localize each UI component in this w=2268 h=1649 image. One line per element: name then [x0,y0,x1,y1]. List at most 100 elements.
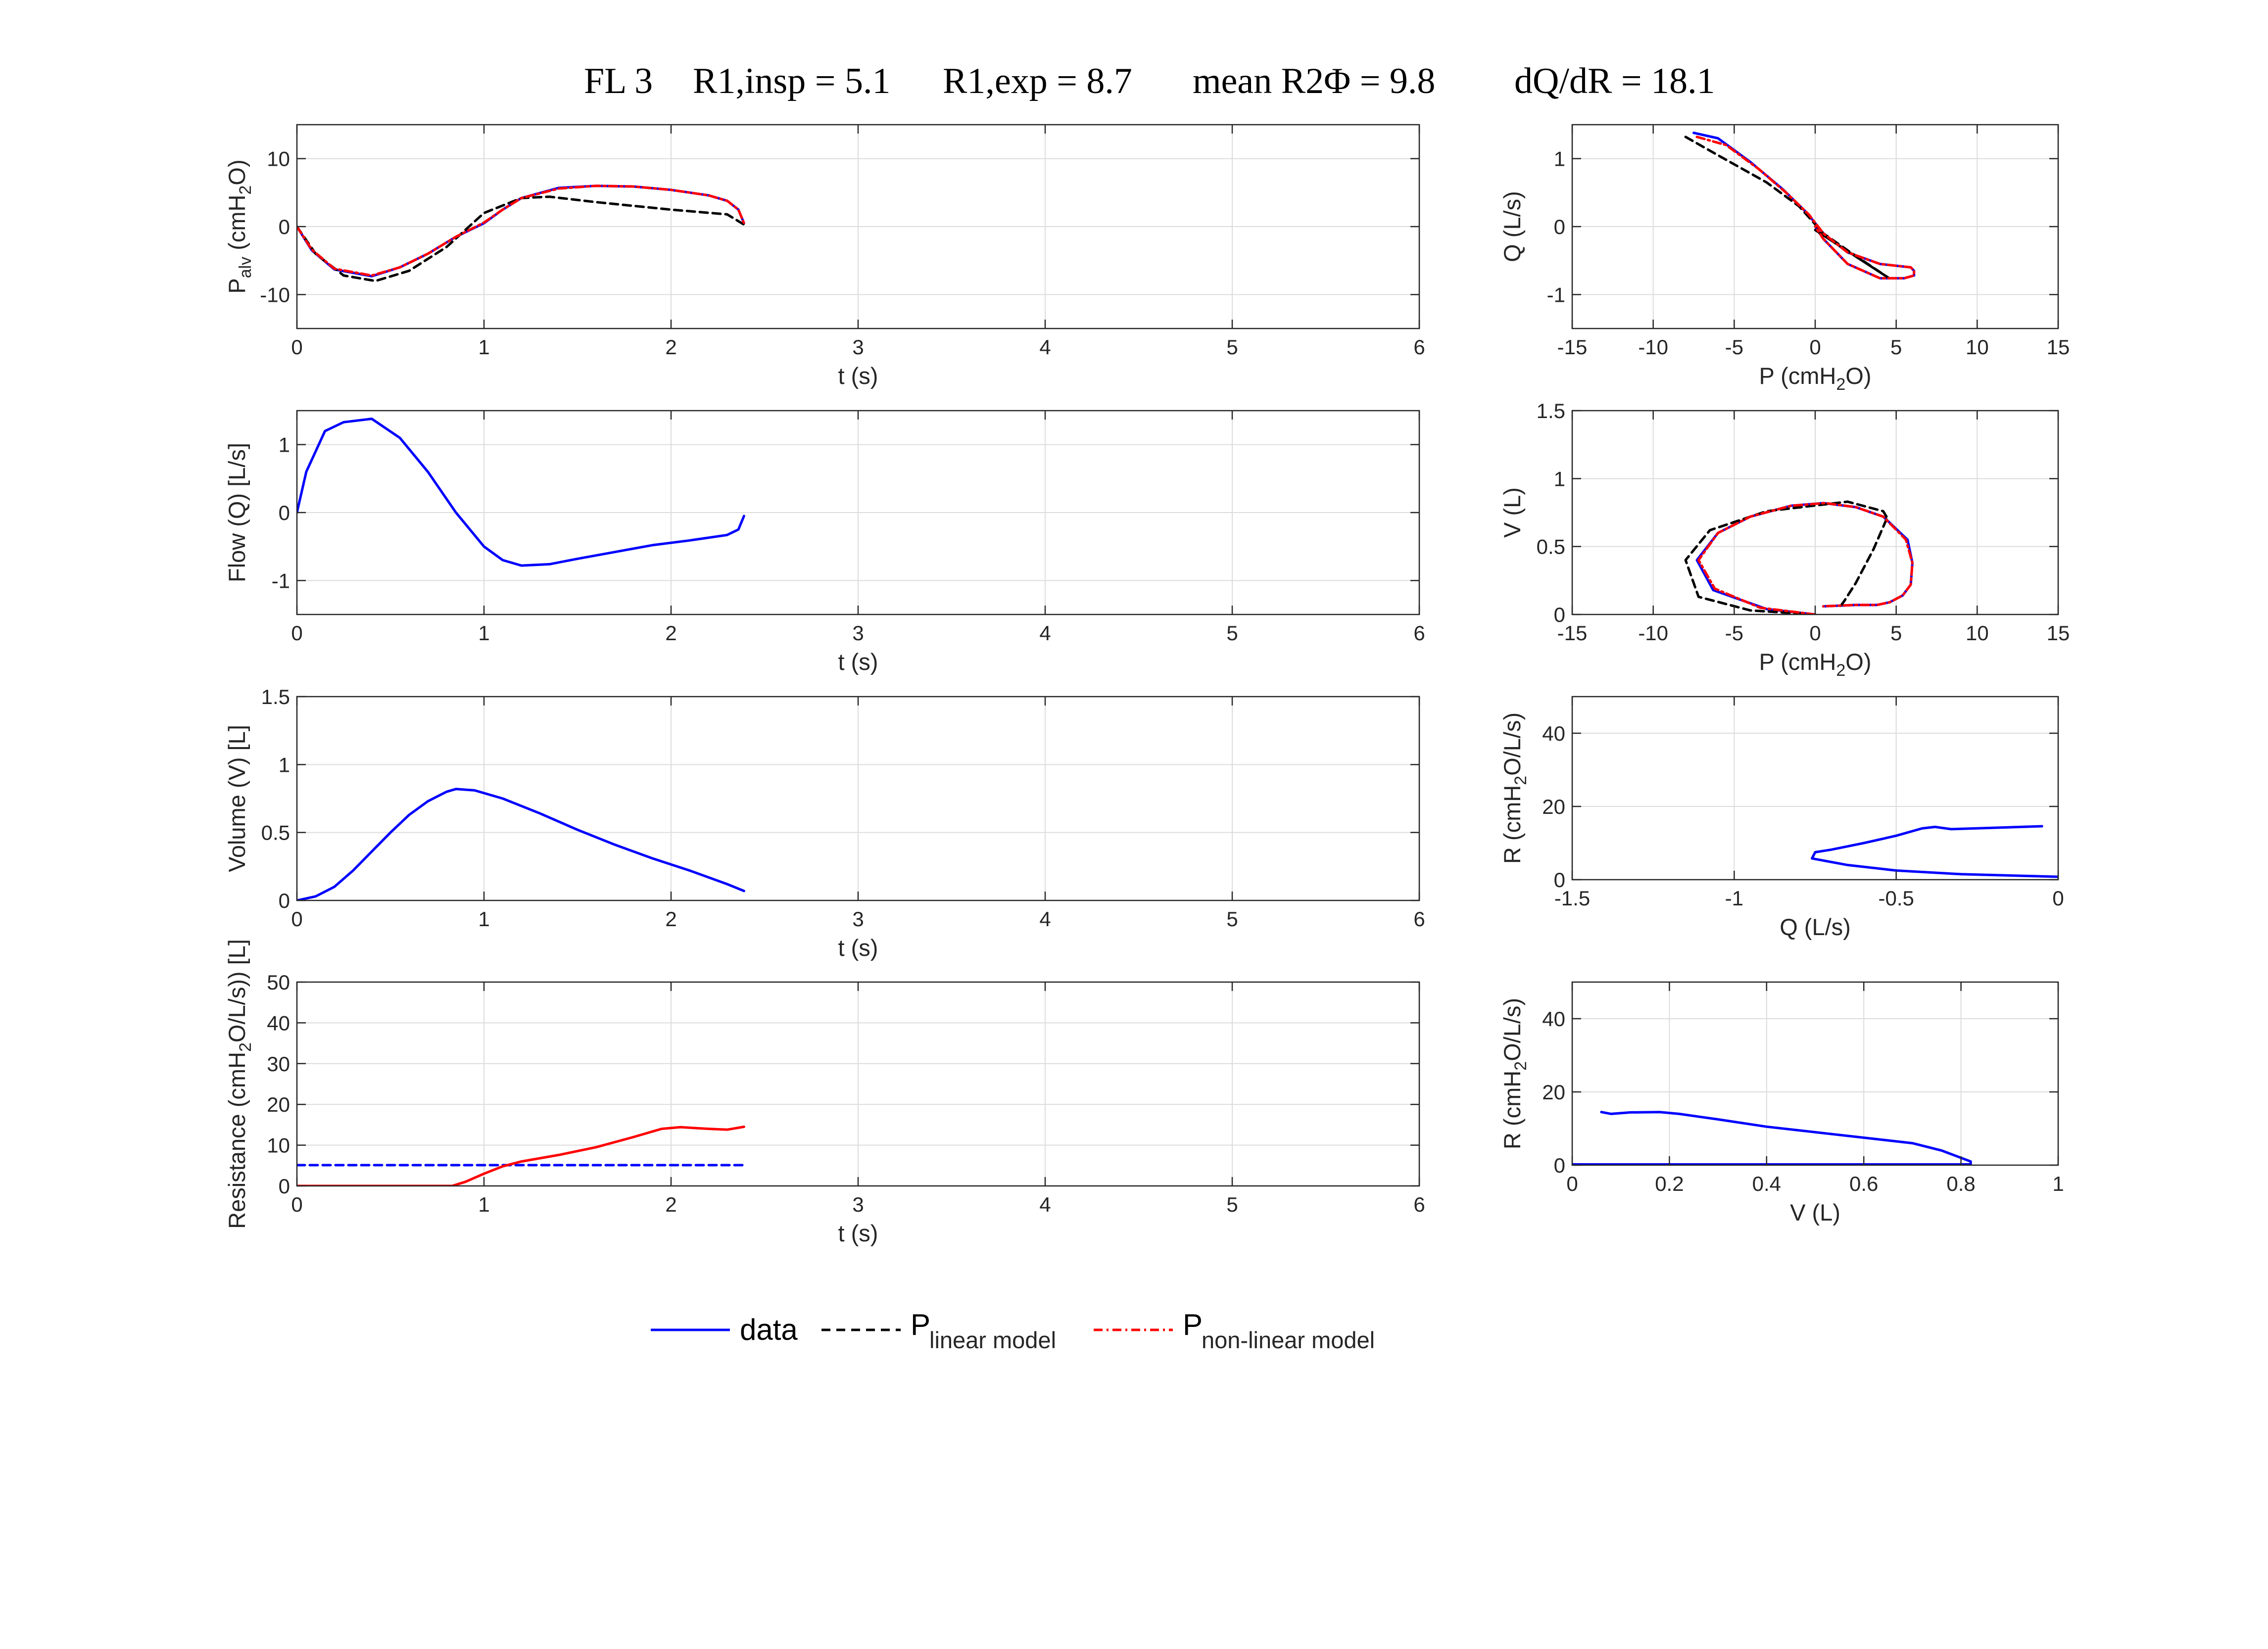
palv-xtick-label: 3 [852,335,864,359]
volume-series-data [297,788,745,900]
pv-series-linear [1684,500,1888,614]
volume-ytick-label: 0 [279,889,290,912]
pv-xtick-label: 15 [2047,621,2070,645]
resistance-xtick-label: 6 [1413,1193,1425,1216]
chart-flow: 0 1 2 3 4 5 6 -1 0 1 t (s) Flow (Q) [L/s] [224,410,1425,675]
palv-xlabel: t (s) [838,363,878,389]
chart-rq: -1.5 -1 -0.5 0 0 20 40 Q (L/s) R (cmH2O/L/s) [1499,696,2064,940]
rq-ylabel: R (cmH2O/L/s) [1499,712,1530,864]
pv-ytick-label: 0.5 [1537,535,1565,559]
flow-xtick-label: 0 [291,621,302,645]
rv-xtick-label: 1 [2052,1172,2064,1195]
resistance-xlabel: t (s) [838,1220,878,1246]
pq-xlabel: P (cmH2O) [1759,363,1872,394]
volume-xtick-label: 2 [665,907,676,931]
palv-series-nonlinear [297,185,745,277]
flow-xtick-label: 1 [478,621,489,645]
rv-xtick-label: 0 [1566,1172,1578,1195]
volume-xtick-label: 6 [1413,907,1425,931]
flow-xtick-label: 3 [852,621,864,645]
resistance-xtick-label: 1 [478,1193,489,1216]
palv-xtick-label: 4 [1039,335,1051,359]
pq-ytick-label: 0 [1554,215,1565,238]
rv-xtick-label: 0.8 [1946,1172,1975,1195]
volume-ytick-label: 1.5 [261,685,290,708]
palv-series-linear [297,195,745,283]
palv-xtick-label: 6 [1413,335,1425,359]
legend: data P linear model P non-linear model [628,1291,1430,1366]
volume-xtick-label: 3 [852,907,864,931]
rq-ytick-label: 0 [1554,868,1565,892]
palv-xtick-label: 5 [1226,335,1238,359]
palv-xtick-label: 1 [478,335,489,359]
rv-ytick-label: 0 [1554,1154,1565,1177]
resistance-xtick-label: 3 [852,1193,864,1216]
rq-series-data [1811,825,2058,878]
palv-xtick-label: 0 [291,335,302,359]
chart-resistance: 0 1 2 3 4 5 6 0 10 20 30 40 50 t (s) Resistance (cmH2O… [224,939,1425,1246]
pv-ytick-label: 0 [1554,603,1565,626]
flow-xtick-label: 5 [1226,621,1238,645]
pv-series-linear-closing [1838,518,1888,609]
chart-pv: -15 -10 -5 0 5 10 15 0 0.5 1 1.5 P (cmH2O) V (L) [1499,399,2070,680]
palv-ytick-label: 0 [279,215,290,238]
rv-xlabel: V (L) [1790,1199,1840,1225]
palv-xtick-label: 2 [665,335,676,359]
pv-xlabel: P (cmH2O) [1759,649,1872,680]
pv-ytick-label: 1 [1554,467,1565,490]
pv-ylabel: V (L) [1499,487,1525,538]
resistance-ylabel: Resistance (cmH2O/L/s)) [L] [224,939,255,1229]
chart-palv: 0 1 2 3 4 5 6 -10 0 10 t (s) Palv (cmH2O) [224,124,1425,389]
pv-series-nonlinear [1697,502,1914,614]
flow-xlabel: t (s) [838,649,878,675]
legend-data-label: data [740,1313,798,1346]
flow-ytick-label: 1 [279,433,290,457]
flow-ylabel: Flow (Q) [L/s] [224,443,250,582]
legend-linear-subscript: linear model [929,1327,1056,1353]
pq-xtick-label: -15 [1557,335,1588,359]
resistance-ytick-label: 0 [279,1175,290,1198]
resistance-ytick-label: 20 [267,1093,290,1116]
flow-ytick-label: -1 [272,569,290,592]
rq-xtick-label: -0.5 [1878,887,1914,910]
pv-xtick-label: 10 [1966,621,1989,645]
pq-ytick-label: 1 [1554,147,1565,171]
flow-xtick-label: 2 [665,621,676,645]
rq-xlabel: Q (L/s) [1780,914,1851,940]
rq-ytick-label: 20 [1542,795,1565,818]
volume-ytick-label: 0.5 [261,821,290,845]
legend-linear-label: P [911,1308,930,1341]
palv-ytick-label: -10 [260,283,290,306]
flow-xtick-label: 6 [1413,621,1425,645]
pq-ylabel: Q (L/s) [1499,191,1525,262]
rq-ytick-label: 40 [1542,722,1565,745]
pq-xtick-label: 10 [1966,335,1989,359]
palv-ylabel: Palv (cmH2O) [224,159,255,293]
volume-xtick-label: 1 [478,907,489,931]
flow-series-data [297,418,745,567]
volume-xtick-label: 4 [1039,907,1051,931]
pv-xtick-label: 0 [1809,621,1821,645]
rv-xtick-label: 0.2 [1655,1172,1684,1195]
rv-ytick-label: 40 [1542,1007,1565,1031]
volume-ylabel: Volume (V) [L] [224,725,250,872]
rv-ylabel: R (cmH2O/L/s) [1499,998,1530,1149]
pv-ytick-label: 1.5 [1537,399,1565,423]
chart-rv: 0 0.2 0.4 0.6 0.8 1 0 20 40 V (L) R (cmH2O/L/s) [1499,981,2064,1225]
rv-xtick-label: 0.6 [1849,1172,1878,1195]
rv-ytick-label: 20 [1542,1081,1565,1104]
resistance-xtick-label: 4 [1039,1193,1051,1216]
legend-nonlinear-label: P [1183,1308,1203,1341]
resistance-xtick-label: 0 [291,1193,302,1216]
pq-xtick-label: 5 [1890,335,1902,359]
title-dqdr: dQ/dR = 18.1 [1514,61,1715,101]
pq-xtick-label: -10 [1638,335,1668,359]
pv-xtick-label: -15 [1557,621,1588,645]
flow-xtick-label: 4 [1039,621,1051,645]
rq-plot-area [1572,697,2058,880]
rv-axes-box [1571,981,2059,1166]
pq-xtick-label: 15 [2047,335,2070,359]
